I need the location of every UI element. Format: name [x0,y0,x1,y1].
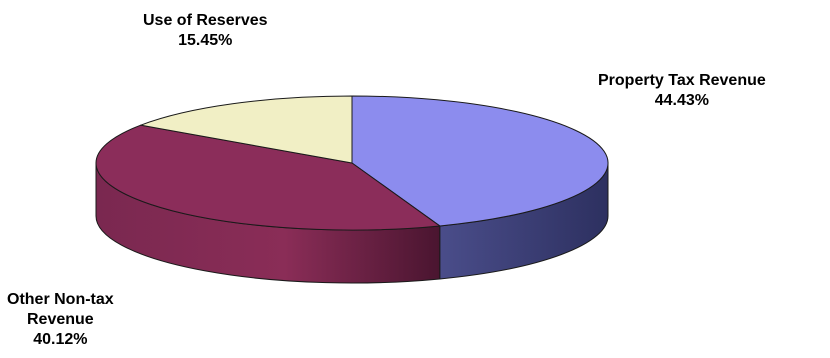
slice-label-property-tax: Property Tax Revenue 44.43% [598,71,766,111]
slice-percent: 40.12% [33,331,88,348]
slice-percent: 44.43% [654,92,710,109]
slice-name: Revenue [26,311,94,328]
slice-label-use-of-reserves: Use of Reserves 15.45% [143,11,268,51]
slice-label-other-non-tax: Other Non-tax Revenue 40.12% [7,290,114,350]
slice-name: Other Non-tax [7,291,114,308]
slice-use-of-reserves-top [140,95,353,164]
slice-percent: 15.45% [178,32,233,49]
slice-property-tax-top [351,95,609,227]
slice-other-non-tax-top [95,124,441,231]
slice-name: Property Tax Revenue [598,72,766,89]
slice-name: Use of Reserves [143,12,268,29]
